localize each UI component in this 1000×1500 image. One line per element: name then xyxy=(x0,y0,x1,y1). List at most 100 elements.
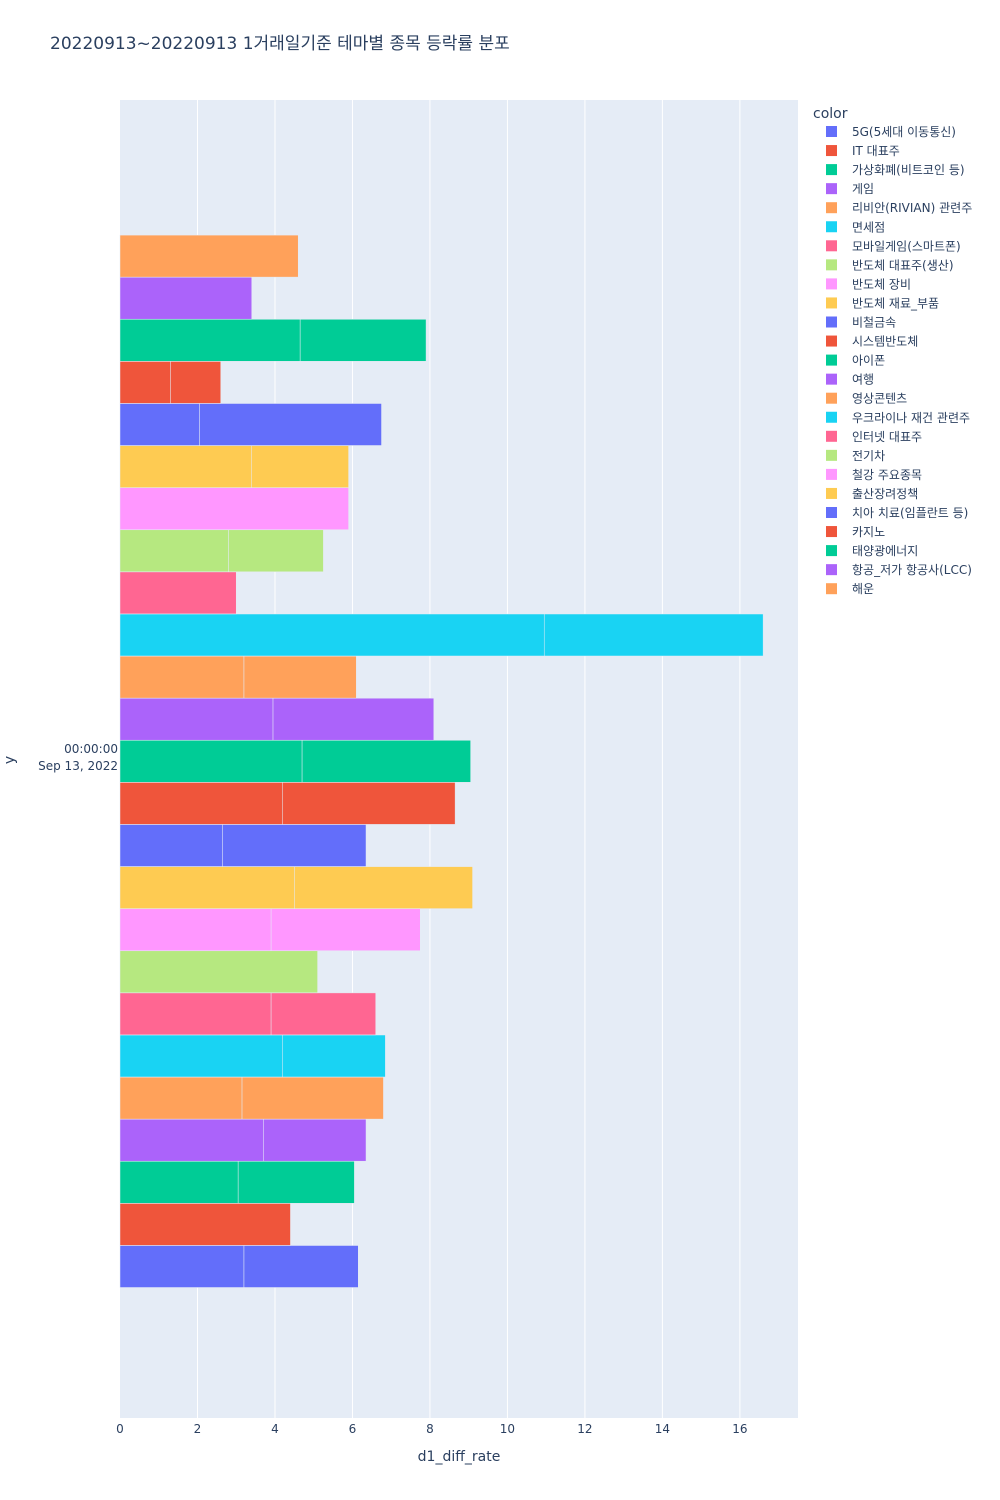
legend-title: color xyxy=(813,106,848,122)
legend-item[interactable]: 우크라이나 재건 관련주 xyxy=(826,411,970,425)
legend-item[interactable]: 전기차 xyxy=(826,449,885,463)
bar-segment[interactable] xyxy=(119,445,252,488)
legend-swatch xyxy=(826,297,837,309)
bar-segment[interactable] xyxy=(119,655,245,699)
bar-segment[interactable] xyxy=(270,908,421,951)
legend-swatch xyxy=(826,487,837,499)
legend-item[interactable]: 시스템반도체 xyxy=(826,335,918,349)
legend-item[interactable]: 아이폰 xyxy=(826,354,885,368)
legend-item[interactable]: 해운 xyxy=(826,582,874,596)
legend-item[interactable]: 면세점 xyxy=(826,220,885,234)
legend-swatch xyxy=(826,526,837,538)
legend-swatch xyxy=(826,259,837,271)
legend-swatch xyxy=(826,202,837,214)
legend-label: 카지노 xyxy=(852,525,885,539)
chart-title: 20220913~20220913 1거래일기준 테마별 종목 등락률 분포 xyxy=(50,34,510,54)
legend-label: 가상화폐(비트코인 등) xyxy=(852,163,965,177)
bar-segment[interactable] xyxy=(241,1076,384,1120)
legend-swatch xyxy=(826,316,837,328)
legend-swatch xyxy=(826,583,837,595)
bar-segment[interactable] xyxy=(119,950,318,994)
bar-segment[interactable] xyxy=(119,361,171,404)
legend-item[interactable]: 태양광에너지 xyxy=(826,544,918,558)
legend-item[interactable]: 인터넷 대표주 xyxy=(826,430,922,444)
bar-segment[interactable] xyxy=(263,1118,367,1162)
legend-item[interactable]: 리비안(RIVIAN) 관련주 xyxy=(826,201,972,215)
bar-segment[interactable] xyxy=(301,740,471,783)
legend-item[interactable]: 카지노 xyxy=(826,525,885,539)
bar-segment[interactable] xyxy=(543,613,764,657)
legend-item[interactable]: 반도체 재료_부품 xyxy=(826,296,939,310)
bar-segment[interactable] xyxy=(119,1161,239,1204)
bar-segment[interactable] xyxy=(270,992,376,1036)
bar-segment[interactable] xyxy=(119,1034,283,1078)
y-axis-title: y xyxy=(2,756,18,764)
bar-segment[interactable] xyxy=(243,655,357,699)
bar-segment[interactable] xyxy=(119,1245,245,1288)
y-tick-label-time: 00:00:00 xyxy=(64,742,118,756)
bar-segment[interactable] xyxy=(119,571,237,615)
legend-swatch xyxy=(826,335,837,347)
bar-segment[interactable] xyxy=(119,824,223,867)
bar-segment[interactable] xyxy=(199,403,382,446)
legend-swatch xyxy=(826,449,837,461)
bar-segment[interactable] xyxy=(119,319,301,362)
legend-label: 인터넷 대표주 xyxy=(852,430,922,444)
legend-item[interactable]: 치아 치료(임플란트 등) xyxy=(826,506,968,520)
x-tick-label: 6 xyxy=(349,1422,357,1436)
bar-segment[interactable] xyxy=(282,1034,386,1078)
bar-segment[interactable] xyxy=(119,782,283,825)
bar-segment[interactable] xyxy=(119,908,272,951)
legend-item[interactable]: 게임 xyxy=(826,182,874,196)
legend-item[interactable]: 영상콘텐츠 xyxy=(826,392,907,406)
legend-item[interactable]: 비철금속 xyxy=(826,316,896,330)
x-tick-label: 8 xyxy=(426,1422,434,1436)
legend-swatch xyxy=(826,545,837,557)
bar-segment[interactable] xyxy=(119,1076,243,1120)
legend-label: 게임 xyxy=(852,182,874,196)
legend-item[interactable]: 5G(5세대 이동통신) xyxy=(826,125,956,139)
legend-label: 반도체 재료_부품 xyxy=(852,296,939,310)
bar-segment[interactable] xyxy=(294,866,473,909)
bar-segment[interactable] xyxy=(119,740,303,783)
bar-segment[interactable] xyxy=(119,613,545,657)
legend-label: 반도체 장비 xyxy=(852,277,911,291)
bar-segment[interactable] xyxy=(299,319,427,362)
bar-segment[interactable] xyxy=(119,697,274,741)
legend-item[interactable]: 반도체 장비 xyxy=(826,277,911,291)
bar-segment[interactable] xyxy=(119,1118,264,1162)
legend-swatch xyxy=(826,278,837,290)
bar-segment[interactable] xyxy=(222,824,367,867)
bar-segment[interactable] xyxy=(119,992,272,1036)
legend-label: IT 대표주 xyxy=(852,144,900,158)
bar-segment[interactable] xyxy=(119,487,349,530)
legend-label: 여행 xyxy=(852,372,874,387)
x-axis-ticks: 0 2 4 6 8 10 12 14 16 xyxy=(116,1422,747,1436)
x-axis-title: d1_diff_rate xyxy=(418,1449,501,1465)
bar-segment[interactable] xyxy=(119,234,299,278)
legend-item[interactable]: 반도체 대표주(생산) xyxy=(826,258,954,272)
legend-item[interactable]: 철강 주요종목 xyxy=(826,468,922,482)
bar-segment[interactable] xyxy=(119,1203,291,1246)
bar-segment[interactable] xyxy=(282,782,456,825)
bar-segment[interactable] xyxy=(272,697,435,741)
bar-segment[interactable] xyxy=(119,276,252,320)
legend-swatch xyxy=(826,411,837,423)
legend-item[interactable]: 가상화폐(비트코인 등) xyxy=(826,163,965,177)
legend-swatch xyxy=(826,564,837,576)
x-tick-label: 16 xyxy=(732,1422,747,1436)
legend-item[interactable]: 항공_저가 항공사(LCC) xyxy=(826,563,972,577)
legend-item[interactable]: 모바일게임(스마트폰) xyxy=(826,239,961,253)
bar-segment[interactable] xyxy=(237,1161,355,1204)
legend-item[interactable]: 출산장려정책 xyxy=(826,486,918,501)
bar-segment[interactable] xyxy=(119,403,200,446)
bar-segment[interactable] xyxy=(119,866,295,909)
bar-segment[interactable] xyxy=(243,1245,359,1288)
bar-segment[interactable] xyxy=(228,529,324,573)
legend-item[interactable]: 여행 xyxy=(826,372,874,387)
legend-item[interactable]: IT 대표주 xyxy=(826,144,900,158)
bar-segment[interactable] xyxy=(119,529,229,573)
bar-segment[interactable] xyxy=(170,361,221,404)
bar-segment[interactable] xyxy=(251,445,349,488)
